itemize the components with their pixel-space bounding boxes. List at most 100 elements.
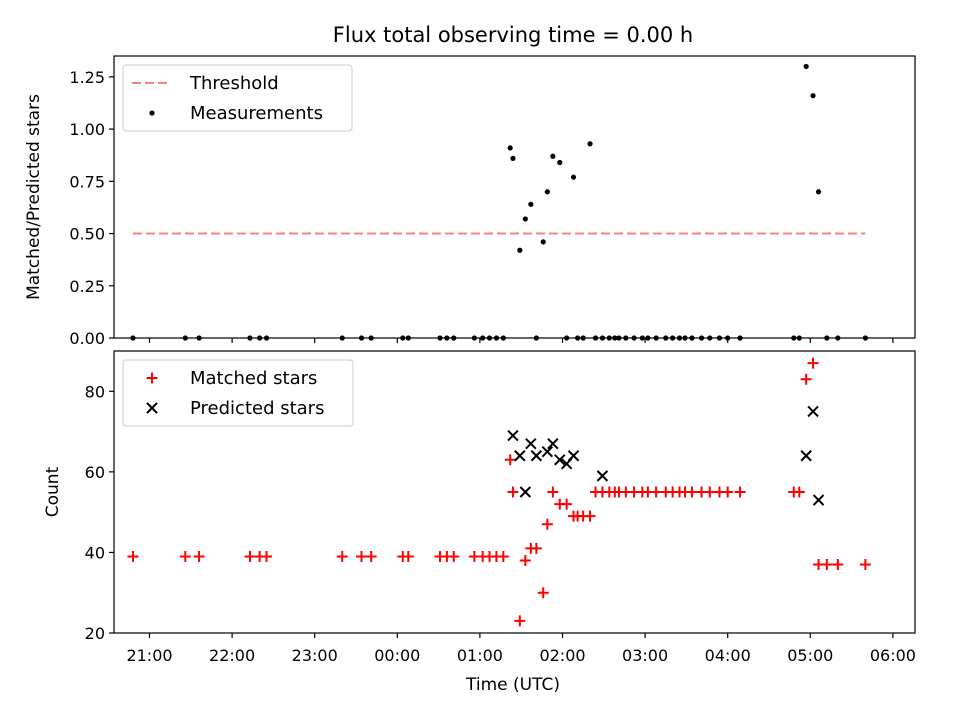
x-tick-label: 23:00 xyxy=(292,646,338,665)
legend-box xyxy=(122,359,354,427)
measurement-point xyxy=(182,335,188,341)
matched-star-point xyxy=(800,373,812,385)
measurement-point xyxy=(599,335,606,341)
top-y-tick-label: 0.00 xyxy=(69,329,105,348)
measurement-point xyxy=(400,335,406,341)
measurement-point xyxy=(737,335,743,341)
x-tick-label: 21:00 xyxy=(126,646,172,665)
measurement-point xyxy=(471,335,477,341)
measurement-point xyxy=(862,335,868,341)
x-tick-label: 06:00 xyxy=(870,646,916,665)
legend-box xyxy=(122,64,353,132)
top-y-axis-label: Matched/Predicted stars xyxy=(24,94,44,300)
matched-star-point xyxy=(514,615,526,627)
measurement-point xyxy=(716,335,723,341)
matched-star-point xyxy=(244,550,256,562)
matched-star-point xyxy=(734,486,746,498)
measurement-point xyxy=(550,153,556,159)
legend-label: Threshold xyxy=(189,73,279,94)
matched-star-point xyxy=(686,486,698,498)
bottom-y-axis-label: Count xyxy=(43,466,63,517)
measurement-point xyxy=(522,216,528,222)
measurement-point xyxy=(575,335,581,341)
predicted-star-point xyxy=(807,405,819,418)
measurement-point xyxy=(196,335,202,341)
matched-star-point xyxy=(547,486,559,498)
bottom-y-tick-label: 60 xyxy=(85,463,105,482)
measurement-point xyxy=(564,335,570,341)
measurement-point xyxy=(612,335,618,341)
matched-star-point xyxy=(722,486,734,498)
measurement-point xyxy=(587,141,593,147)
measurement-point xyxy=(682,335,688,341)
predicted-star-point xyxy=(541,446,554,458)
top-x-axis xyxy=(148,338,894,343)
matched-star-point xyxy=(519,554,531,566)
measurement-point xyxy=(368,335,374,341)
measurement-point xyxy=(592,335,599,341)
predicted-star-point xyxy=(525,437,537,450)
top-y-tick-label: 1.00 xyxy=(69,120,105,139)
measurement-point xyxy=(480,335,486,341)
bottom-legend: Matched stars Predicted stars xyxy=(122,359,354,427)
top-axes-frame xyxy=(113,55,916,339)
matched-star-point xyxy=(504,454,516,466)
matched-star-point xyxy=(561,498,573,510)
predicted-star-point xyxy=(530,450,543,462)
measurement-point xyxy=(544,189,550,195)
measurement-point xyxy=(507,145,513,151)
measurement-point xyxy=(810,93,816,99)
measurement-point xyxy=(358,335,365,341)
measurement-point xyxy=(533,335,539,341)
x-tick-label: 00:00 xyxy=(374,646,420,665)
matched-star-point xyxy=(584,510,596,522)
measurement-point xyxy=(557,159,563,166)
measurement-point xyxy=(689,335,695,341)
measurement-point xyxy=(815,189,822,195)
matched-star-point xyxy=(356,550,368,562)
top-y-axis: 0.00 0.25 0.50 0.75 1.00 1.25 xyxy=(69,68,114,348)
measurement-point xyxy=(835,335,841,341)
measurement-point xyxy=(606,335,612,341)
legend-label: Measurements xyxy=(190,103,323,124)
predicted-star-point xyxy=(554,454,566,466)
measurement-point xyxy=(631,335,637,341)
measurement-point xyxy=(616,335,622,341)
top-y-tick-label: 0.25 xyxy=(69,277,105,296)
matched-star-point xyxy=(650,486,662,498)
matched-star-point xyxy=(127,550,139,562)
measurement-point xyxy=(653,335,659,341)
matched-star-point xyxy=(448,550,460,562)
x-tick-label: 05:00 xyxy=(787,646,833,665)
measurement-point xyxy=(698,335,705,341)
legend-label: Predicted stars xyxy=(190,398,324,419)
legend-matched-swatch xyxy=(146,372,158,384)
x-tick-label: 03:00 xyxy=(622,646,668,665)
matched-star-point xyxy=(507,486,519,498)
bottom-axes: 20 40 60 80 21:00 22:00 23:00 00:00 01:00 02:00 0… xyxy=(43,350,916,665)
top-legend: Threshold Measurements xyxy=(122,64,353,132)
measurement-point xyxy=(824,335,830,341)
x-tick-label: 02:00 xyxy=(539,646,585,665)
measurement-point xyxy=(451,335,457,341)
predicted-star-point xyxy=(514,450,526,462)
measurement-point xyxy=(670,335,676,341)
measurement-point xyxy=(517,247,523,253)
measurement-point xyxy=(791,335,797,341)
measurement-point xyxy=(570,174,577,180)
measurement-point xyxy=(796,335,802,341)
measurement-point xyxy=(645,335,651,341)
matched-star-point xyxy=(402,550,414,562)
matched-star-point xyxy=(793,486,805,498)
matched-star-point xyxy=(193,550,205,562)
measurement-point xyxy=(247,335,253,341)
predicted-star-point xyxy=(596,470,609,482)
matched-star-point xyxy=(537,587,549,599)
measurement-point xyxy=(500,335,506,341)
measurement-point xyxy=(257,335,263,341)
matched-star-point xyxy=(365,550,377,562)
matched-star-point xyxy=(530,542,542,554)
bottom-y-tick-label: 40 xyxy=(85,543,105,562)
matched-star-point xyxy=(336,550,348,562)
